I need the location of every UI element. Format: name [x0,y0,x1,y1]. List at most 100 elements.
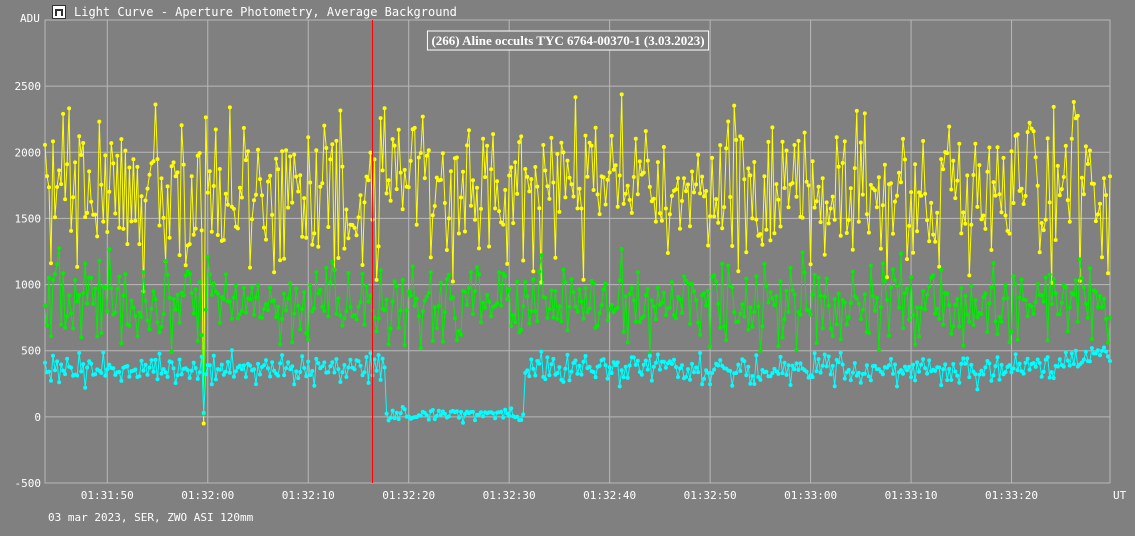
cyan-data-point [336,367,341,372]
cyan-data-point [380,356,385,361]
yellow-data-point [507,173,512,178]
cyan-data-point [493,416,498,421]
cyan-data-point [653,360,658,365]
green-data-point [314,270,319,275]
green-data-point [909,275,914,280]
green-data-point [961,343,966,348]
yellow-data-point [531,269,536,274]
green-data-point [465,302,469,307]
cyan-data-point [1083,349,1088,354]
green-data-point [810,292,815,297]
cyan-data-point [862,371,867,376]
green-data-point [557,304,562,309]
green-data-point [456,328,461,333]
green-data-point [197,280,202,285]
cyan-data-point [254,382,258,387]
green-data-point [328,280,333,285]
green-data-point [742,314,747,319]
yellow-data-point [637,159,642,164]
yellow-data-point [416,155,421,160]
green-data-point [878,305,883,310]
green-data-point [704,303,709,308]
cyan-data-point [651,364,656,369]
green-data-point [1081,285,1086,290]
yellow-data-point [575,206,580,211]
yellow-data-point [398,170,403,175]
cyan-data-point [925,371,930,376]
yellow-data-point [872,188,877,193]
cyan-data-point [320,364,325,369]
yellow-data-point [103,153,108,158]
green-data-point [762,261,767,266]
green-data-point [360,271,365,276]
cyan-data-point [195,376,200,381]
yellow-data-point [392,143,397,148]
yellow-data-point [109,141,114,146]
yellow-data-point [221,238,226,242]
cyan-data-point [1063,350,1068,355]
cyan-data-point [977,372,982,377]
cyan-data-point [923,366,928,371]
yellow-data-point [895,193,899,198]
cyan-data-point [201,410,206,415]
green-data-point [354,317,359,322]
cyan-data-point [229,348,234,353]
cyan-data-point [591,370,596,374]
green-data-point [525,294,530,299]
green-data-point [724,338,729,343]
cyan-data-point [752,382,757,386]
green-data-point [167,295,172,300]
yellow-data-point [653,219,658,224]
yellow-data-point [667,212,672,217]
cyan-data-point [173,381,178,385]
light-curve-app-icon[interactable] [52,5,66,19]
green-data-point [469,270,473,275]
window-title: Light Curve - Aperture Photometry, Avera… [74,5,457,19]
green-data-point [372,315,377,320]
green-data-point [183,273,188,278]
yellow-data-point [1037,250,1042,255]
yellow-data-point [169,164,174,169]
green-data-point [181,293,186,298]
cyan-data-point [507,413,512,418]
green-data-point [290,340,295,345]
green-data-point [99,331,104,335]
green-data-point [163,258,168,263]
yellow-data-point [987,145,992,150]
yellow-data-point [965,173,970,178]
green-data-point [1011,274,1016,279]
yellow-data-point [386,178,391,183]
yellow-data-point [963,221,968,226]
green-data-point [131,305,136,310]
green-data-point [376,316,381,321]
green-data-point [802,270,807,275]
yellow-data-point [688,224,692,229]
cyan-data-point [635,358,640,363]
green-data-point [471,312,475,316]
green-data-point [95,334,100,339]
green-data-point [655,285,660,290]
green-data-point [895,283,899,288]
green-data-point [77,293,82,298]
yellow-data-point [489,167,494,172]
cyan-data-point [1102,345,1106,350]
green-data-point [477,272,481,277]
green-data-point [933,311,938,316]
green-data-point [965,312,970,317]
yellow-data-point [444,248,449,252]
yellow-data-point [515,191,520,196]
yellow-data-point [211,184,216,188]
green-data-point [300,307,305,312]
yellow-data-point [137,242,142,247]
yellow-data-point [254,192,258,197]
green-data-point [983,291,988,296]
cyan-data-point [364,355,369,359]
green-data-point [1067,305,1072,310]
green-data-point [688,321,692,326]
yellow-data-point [201,421,206,426]
green-data-point [513,320,518,325]
yellow-data-point [487,244,492,249]
green-data-point [754,274,759,279]
green-data-point [177,320,182,325]
green-data-point [842,300,847,305]
